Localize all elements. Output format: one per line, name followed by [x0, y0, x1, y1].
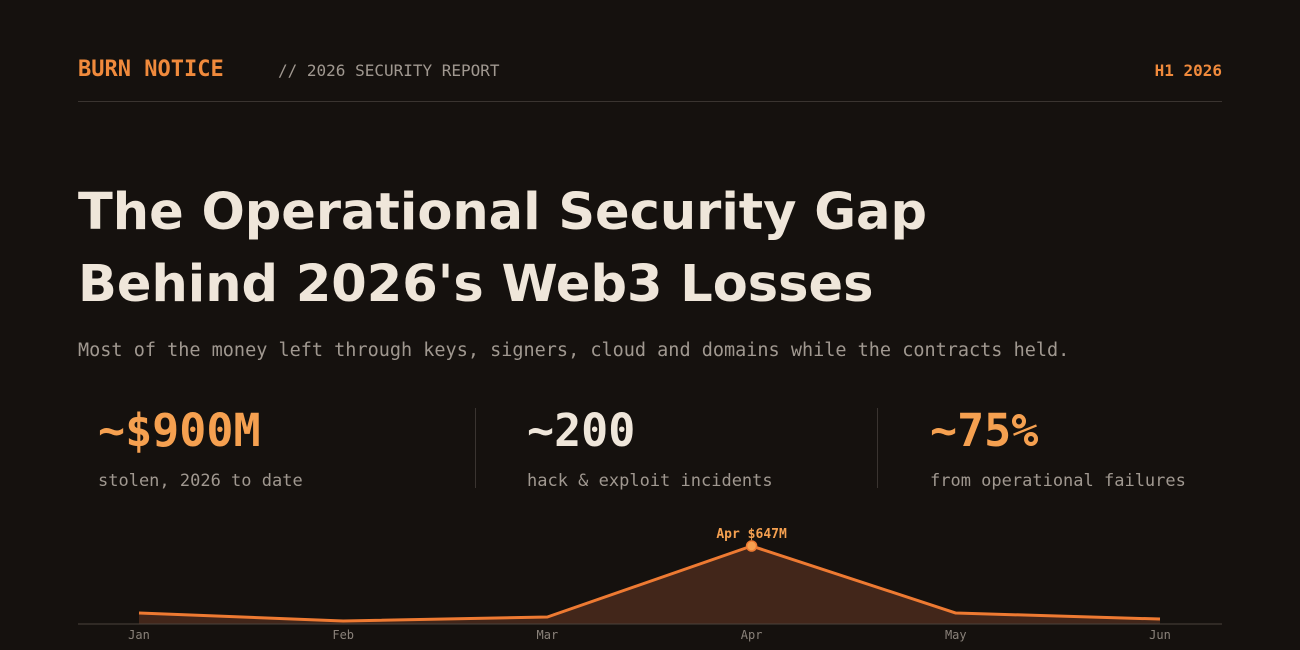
subtitle: Most of the money left through keys, sig… [78, 340, 1070, 361]
report-label: // 2026 SECURITY REPORT [278, 61, 500, 80]
stat-label: from operational failures [930, 471, 1186, 491]
x-tick-label: Mar [537, 628, 559, 642]
title-line: The Operational Security Gap [78, 183, 927, 242]
divider [877, 408, 878, 488]
stat-value: ~75% [930, 404, 1039, 457]
divider [475, 408, 476, 488]
point [745, 540, 758, 552]
area-fill [139, 546, 1160, 624]
period: H1 2026 [1154, 61, 1222, 80]
stat-value: ~$900M [98, 404, 261, 457]
x-tick-label: May [945, 628, 967, 642]
stat-label: stolen, 2026 to date [98, 471, 303, 491]
stat-label: hack & exploit incidents [527, 471, 773, 491]
header-rule [78, 101, 1222, 102]
x-tick-label: Jan [128, 628, 150, 642]
x-tick-label: Apr [741, 628, 763, 642]
line [138, 544, 1161, 623]
title-line: Behind 2026's Web3 Losses [78, 255, 874, 314]
stat-value: ~200 [527, 404, 636, 457]
x-tick-label: Feb [332, 628, 354, 642]
x-tick-label: Jun [1149, 628, 1171, 642]
brand: BURN NOTICE [78, 57, 224, 82]
value-label: Apr $647M [716, 527, 787, 542]
